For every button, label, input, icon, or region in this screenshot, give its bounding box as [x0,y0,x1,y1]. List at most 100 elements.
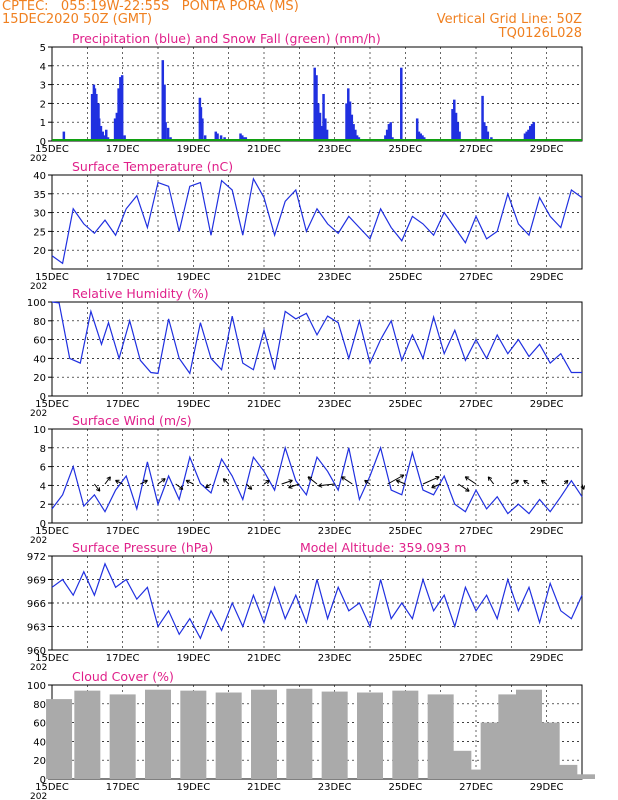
wind-arrow-head [395,479,401,484]
wind-arrow-head [95,487,101,492]
y-tick-label: 60 [33,336,46,347]
precip-bar [385,129,389,141]
x-tick-label: 21DEC [247,782,281,793]
y-tick-label: 0 [40,519,46,530]
wind-arrow [396,479,406,485]
header-date: 15DEC2020 50Z (GMT) [2,12,153,27]
panel-6: 0 20 40 60 80 100 15DEC 17DEC 19DEC 21DEC 23DEC 25D… [27,669,595,800]
precip-bar [241,135,244,141]
wind-arrow [175,483,184,490]
series-line [51,301,582,375]
cloud-bar [357,692,383,779]
precip-bar [532,122,536,141]
x-tick-label: 29DEC [530,782,564,793]
x-tick-label: 29DEC [530,653,564,664]
x-tick-label: 19DEC [176,272,210,283]
panel-title: Relative Humidity (%) [72,286,209,301]
series-line [51,445,583,515]
y-tick-label: 960 [27,646,46,657]
x-tick-label: 19DEC [176,399,210,410]
x-tick-label: 21DEC [247,399,281,410]
y-tick-label: 30 [33,209,46,220]
x-tick-label: 19DEC [176,782,210,793]
x-tick-label: 27DEC [459,144,493,155]
x-tick-label: 15DEC [35,782,69,793]
precip-bar [161,60,165,141]
x-tick-label: 15DEC [35,144,69,155]
panel-2: 20 25 30 35 40 15DEC 17DEC 19DEC 21DEC 23DEC 25DEC… [30,159,583,292]
precip-bar [214,131,218,141]
x-tick-label: 21DEC [247,526,281,537]
y-tick-label: 1 [40,118,46,129]
precip-bar [345,103,348,141]
x-tick-label: 25DEC [388,399,422,410]
wind-arrow-head [115,479,120,484]
cloud-bar [74,690,101,779]
wind-arrow-head [307,476,313,481]
panel-frame [51,428,583,524]
header-station: CPTEC: 055:19W-22:55S PONTA PORA (MS) [2,0,299,14]
year-stub-label: 202 [30,536,47,546]
x-tick-label: 23DEC [318,782,352,793]
wind-arrow-head [364,479,369,485]
precip-bar [483,122,486,141]
precip-bar [216,133,219,141]
precip-bar [527,129,530,141]
precip-bar [354,129,357,141]
precip-bar [347,88,350,141]
x-tick-label: 25DEC [388,782,422,793]
wind-arrow [364,479,371,485]
cloud-bar [569,774,595,779]
wind-arrow-head [487,476,493,481]
precip-bar [458,131,461,141]
wind-arrow [511,479,519,485]
precip-bar [115,112,119,141]
precip-bar [451,109,454,141]
y-tick-label: 100 [27,298,46,309]
panel-frame [51,174,583,270]
cloud-bar [145,689,171,779]
panel-title: Surface Temperature (nC) [72,159,233,174]
panel-3: 0 20 40 60 80 100 15DEC 17DEC 19DEC 21DEC 23DEC 25D… [27,286,583,419]
y-tick-label: 20 [33,756,46,767]
wind-arrow-head [288,479,293,484]
wind-arrow-head [205,483,210,489]
wind-arrow [157,478,166,485]
x-tick-label: 15DEC [35,272,69,283]
wind-arrow [104,476,111,485]
cloud-bar [392,690,419,779]
wind-arrow [281,479,293,485]
wind-arrow-head [514,479,519,484]
precip-bar [530,124,534,141]
precip-bar [203,135,207,141]
wind-arrow [222,478,230,485]
x-tick-label: 21DEC [247,144,281,155]
precip-bar [166,127,170,141]
precip-bar [105,129,108,141]
y-tick-label: 40 [33,737,46,748]
x-tick-label: 25DEC [388,272,422,283]
panel-subtitle: Model Altitude: 359.093 m [300,540,466,555]
x-tick-label: 25DEC [388,526,422,537]
precip-bar [239,133,242,141]
precip-bar [201,118,204,141]
x-tick-label: 29DEC [530,272,564,283]
panel-4: 0 2 4 6 8 10 15DEC 17DEC 19DEC 21DEC 23DEC 25DEC 27D… [30,413,586,546]
panel-title: Cloud Cover (%) [72,669,174,684]
wind-arrow [185,479,194,485]
y-tick-label: 2 [40,99,46,110]
precip-bar [318,112,322,141]
cloud-bar [109,694,136,779]
year-stub-label: 202 [30,663,47,673]
precip-bar [315,75,318,141]
header-grid-note: Vertical Grid Line: 50Z [436,12,582,27]
x-tick-label: 15DEC [35,653,69,664]
x-tick-label: 23DEC [318,399,352,410]
wind-arrow [387,474,405,485]
precip-bar [117,88,120,141]
x-tick-label: 23DEC [318,272,352,283]
precip-bar [419,133,422,141]
x-tick-label: 29DEC [530,144,564,155]
wind-arrow [540,479,547,485]
cloud-bar [46,699,73,779]
